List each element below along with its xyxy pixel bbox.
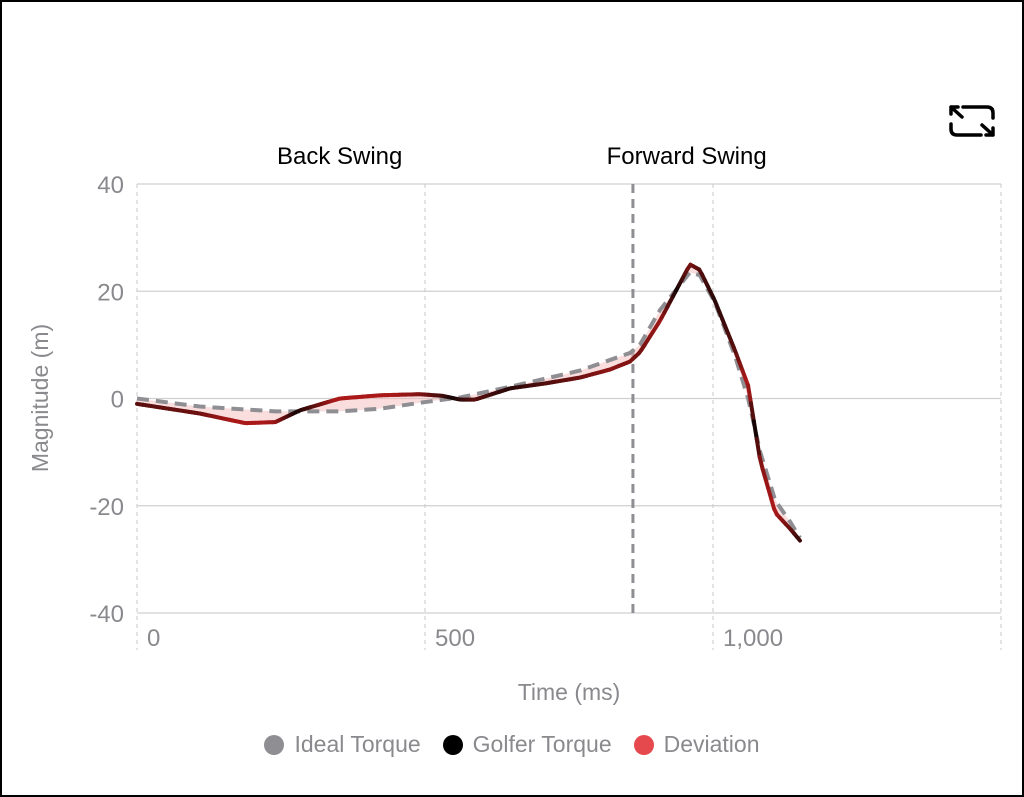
golfer-torque-segment [795, 535, 802, 543]
golfer-torque-segment [757, 454, 765, 471]
legend-item-golfer[interactable]: Golfer Torque [442, 731, 612, 758]
y-axis-title: Magnitude (m) [27, 324, 53, 472]
legend-label: Ideal Torque [294, 731, 421, 757]
legend-swatch-golfer [442, 734, 463, 755]
legend-label: Golfer Torque [472, 731, 612, 757]
phase-label: Forward Swing [607, 143, 767, 170]
y-tick-label: -20 [89, 494, 124, 521]
legend-label: Deviation [663, 731, 760, 757]
golfer-torque-segment [748, 401, 756, 424]
phase-label: Back Swing [277, 143, 402, 170]
golfer-torque-segment [751, 419, 759, 442]
golfer-torque-segment [754, 437, 762, 459]
x-tick-label: 1,000 [723, 625, 783, 652]
x-axis-title: Time (ms) [518, 679, 621, 705]
y-tick-label: -40 [89, 601, 124, 628]
legend: Ideal Torque Golfer Torque Deviation [0, 731, 1024, 758]
golfer-torque-segment [746, 383, 753, 406]
y-tick-label: 20 [97, 279, 124, 306]
deviation-area [137, 264, 800, 541]
x-tick-label: 500 [435, 625, 475, 652]
legend-swatch-ideal [264, 734, 285, 755]
expand-icon[interactable] [947, 104, 997, 138]
x-tick-label: 0 [147, 625, 160, 652]
legend-swatch-deviation [633, 734, 654, 755]
y-tick-label: 40 [97, 172, 124, 199]
legend-item-ideal[interactable]: Ideal Torque [264, 731, 421, 758]
ideal-torque-line [136, 270, 802, 539]
legend-item-deviation[interactable]: Deviation [633, 731, 760, 758]
y-tick-label: 0 [111, 387, 124, 414]
